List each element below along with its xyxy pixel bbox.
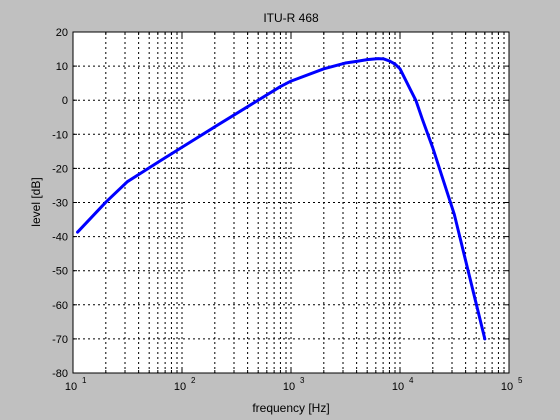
x-tick-label: 10 bbox=[501, 381, 513, 393]
series-layer bbox=[76, 57, 487, 341]
x-tick-label: 10 bbox=[174, 381, 186, 393]
chart-title: ITU-R 468 bbox=[263, 11, 319, 25]
tick-labels: 20100-10-20-30-40-50-60-70-8010110210310… bbox=[52, 27, 523, 393]
x-axis-label: frequency [Hz] bbox=[252, 401, 329, 415]
x-tick-label-exponent: 4 bbox=[409, 376, 414, 385]
y-tick-label: 20 bbox=[56, 27, 68, 39]
plot-frame bbox=[72, 31, 510, 374]
grid bbox=[73, 32, 509, 373]
y-tick-label: -60 bbox=[52, 300, 68, 312]
y-axis-label: level [dB] bbox=[29, 177, 43, 226]
x-tick-label-exponent: 2 bbox=[191, 376, 196, 385]
y-tick-label: -70 bbox=[52, 334, 68, 346]
y-tick-label: 0 bbox=[62, 95, 68, 107]
x-tick-label-exponent: 3 bbox=[300, 376, 305, 385]
y-tick-label: -10 bbox=[52, 129, 68, 141]
x-tick-label-exponent: 1 bbox=[82, 376, 87, 385]
y-tick-label: 10 bbox=[56, 61, 68, 73]
y-tick-label: -40 bbox=[52, 232, 68, 244]
x-tick-label: 10 bbox=[283, 381, 295, 393]
y-tick-label: -20 bbox=[52, 163, 68, 175]
axis-ticks bbox=[72, 31, 510, 374]
x-tick-label: 10 bbox=[65, 381, 77, 393]
series-line bbox=[76, 57, 487, 341]
y-tick-label: -30 bbox=[52, 198, 68, 210]
y-tick-label: -50 bbox=[52, 266, 68, 278]
x-tick-label-exponent: 5 bbox=[518, 376, 523, 385]
y-tick-label: -80 bbox=[52, 368, 68, 380]
x-tick-label: 10 bbox=[392, 381, 404, 393]
